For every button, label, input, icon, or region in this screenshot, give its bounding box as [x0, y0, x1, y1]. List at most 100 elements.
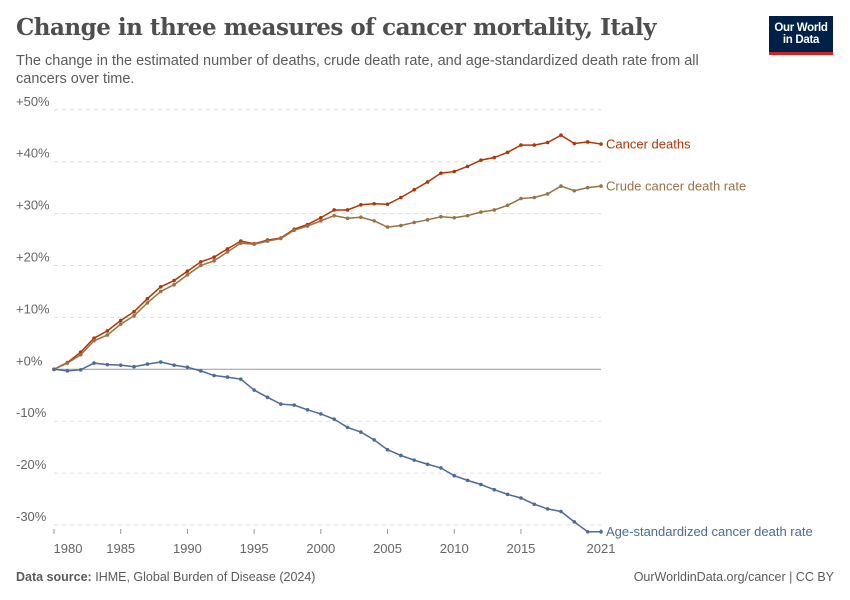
- data-point: [425, 180, 430, 184]
- data-point: [599, 529, 603, 534]
- data-point: [158, 289, 163, 294]
- data-point: [132, 364, 136, 369]
- data-point: [332, 417, 336, 421]
- data-point: [412, 458, 417, 462]
- data-point: [479, 482, 483, 487]
- x-tick-label: 1995: [240, 541, 269, 556]
- data-point: [92, 361, 96, 365]
- data-point: [172, 282, 176, 287]
- data-point: [345, 425, 350, 430]
- x-tick-label: 1985: [106, 541, 135, 556]
- data-point: [92, 336, 96, 340]
- data-point: [559, 184, 563, 188]
- data-point: [145, 301, 150, 305]
- data-point: [52, 367, 56, 372]
- data-point: [372, 219, 376, 223]
- data-point: [238, 241, 243, 245]
- data-point: [452, 169, 457, 174]
- data-point: [212, 259, 216, 263]
- y-tick-label: +10%: [16, 301, 50, 316]
- data-point: [439, 171, 443, 175]
- owid-logo[interactable]: Our World in Data: [769, 16, 833, 55]
- data-point: [332, 208, 336, 212]
- y-tick-label: +20%: [16, 250, 50, 265]
- data-point: [212, 373, 216, 378]
- chart-subtitle: The change in the estimated number of de…: [16, 53, 699, 87]
- credit-link[interactable]: OurWorldinData.org/cancer | CC BY: [633, 570, 834, 584]
- data-point: [238, 377, 243, 381]
- data-point: [465, 164, 470, 169]
- series-label: Cancer deaths: [606, 137, 691, 152]
- data-point: [425, 462, 430, 467]
- data-point: [185, 365, 190, 370]
- data-point: [172, 363, 176, 367]
- data-point: [479, 158, 483, 162]
- data-point: [225, 247, 230, 251]
- data-point: [92, 338, 96, 343]
- data-point: [198, 369, 203, 373]
- x-tick-label: 2005: [373, 541, 402, 556]
- data-point: [572, 188, 577, 193]
- data-point: [359, 430, 363, 434]
- y-tick-label: -20%: [16, 457, 47, 472]
- data-point: [532, 195, 537, 200]
- data-point: [345, 208, 350, 212]
- data-point: [145, 296, 150, 301]
- data-point: [65, 369, 70, 373]
- data-point: [532, 143, 537, 147]
- data-point: [505, 150, 510, 155]
- y-tick-label: +0%: [16, 353, 43, 368]
- data-point: [252, 242, 256, 247]
- data-point: [225, 250, 230, 254]
- y-tick-label: +50%: [16, 94, 50, 109]
- series-line: [53, 134, 602, 370]
- data-point: [132, 309, 136, 314]
- data-point: [585, 529, 590, 534]
- data-point: [505, 492, 510, 497]
- data-point: [78, 368, 83, 372]
- source-text[interactable]: IHME, Global Burden of Disease (2024): [95, 570, 316, 584]
- data-point: [412, 187, 417, 192]
- data-point: [198, 263, 203, 268]
- data-point: [479, 210, 483, 214]
- data-point: [78, 352, 83, 357]
- data-point: [385, 225, 390, 229]
- data-point: [105, 362, 110, 367]
- source-label: Data source:: [16, 570, 92, 584]
- y-tick-label: +40%: [16, 146, 50, 161]
- data-point: [105, 329, 110, 333]
- data-point: [212, 255, 216, 259]
- data-point: [492, 155, 497, 160]
- data-point: [359, 202, 363, 207]
- logo-line2: in Data: [782, 34, 820, 46]
- data-point: [118, 363, 123, 367]
- y-tick-label: -30%: [16, 509, 47, 524]
- x-tick-label: 2021: [587, 541, 616, 556]
- data-point: [599, 142, 603, 146]
- data-point: [332, 213, 336, 218]
- data-point: [225, 375, 230, 379]
- data-point: [372, 438, 376, 442]
- data-point: [198, 260, 203, 264]
- x-tick-label: 1990: [173, 541, 202, 556]
- series-label: Crude cancer death rate: [606, 179, 746, 194]
- data-point: [399, 223, 403, 228]
- data-point: [545, 507, 550, 511]
- data-point: [359, 215, 363, 220]
- data-source: Data source: IHME, Global Burden of Dise…: [16, 570, 315, 584]
- data-point: [279, 236, 283, 241]
- data-point: [585, 185, 590, 190]
- data-point: [372, 201, 376, 206]
- data-point: [439, 466, 443, 470]
- data-point: [185, 269, 190, 274]
- chart-title: Change in three measures of cancer morta…: [16, 14, 656, 41]
- data-point: [572, 141, 577, 146]
- data-point: [519, 496, 523, 500]
- data-point: [345, 216, 350, 221]
- data-point: [532, 502, 537, 507]
- data-point: [452, 215, 457, 220]
- data-point: [292, 228, 296, 233]
- data-point: [305, 407, 310, 412]
- data-point: [145, 362, 150, 366]
- data-point: [492, 487, 497, 492]
